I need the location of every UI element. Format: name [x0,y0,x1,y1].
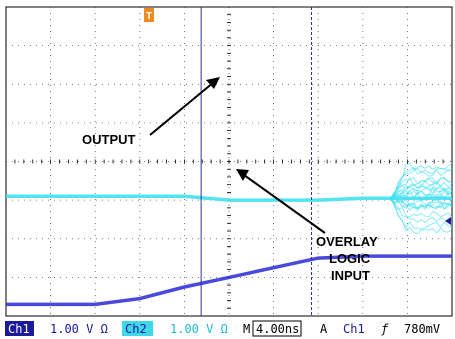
ch2-scale: 1.00 V Ω [170,322,228,336]
status-bar: Ch1 1.00 V Ω Ch2 1.00 V Ω M 4.00ns A Ch1… [0,318,455,339]
annotation-output: OUTPUT [82,132,136,147]
acq-label: A [320,322,328,336]
timebase-label: M [243,322,250,336]
trigger-level: 780mV [404,322,440,336]
ch1-scale: 1.00 V Ω [50,322,108,336]
ch1-label: Ch1 [8,322,30,336]
timebase-value: 4.00ns [256,322,299,336]
ch2-label: Ch2 [125,322,147,336]
trigger-slope: ƒ [381,322,389,336]
trigger-position-marker: T [144,8,154,22]
annotation-input: INPUT [331,268,370,283]
annotation-overlay: OVERLAY [316,234,378,249]
trigger-source: Ch1 [343,322,365,336]
svg-text:T: T [146,11,152,22]
annotation-logic: LOGIC [329,251,371,266]
